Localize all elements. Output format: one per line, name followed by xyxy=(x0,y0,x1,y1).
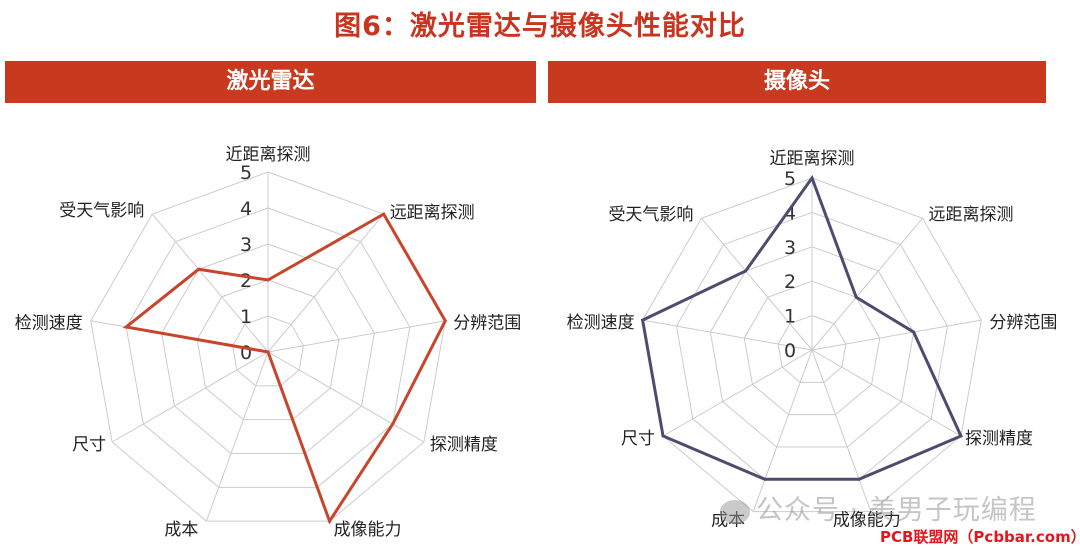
figure-title: 图6：激光雷达与摄像头性能对比 xyxy=(334,11,746,42)
lidar-data-point xyxy=(197,267,201,271)
camera-spoke-1 xyxy=(811,217,923,351)
lidar-axis-label: 成本 xyxy=(164,520,198,540)
camera-grid-ring-5 xyxy=(642,177,982,513)
camera-data-point xyxy=(661,434,665,438)
camera-data-point xyxy=(810,176,814,180)
camera-tick-label: 0 xyxy=(784,340,796,362)
camera-tick-label: 5 xyxy=(784,168,796,190)
camera-data-point xyxy=(857,477,861,481)
watermark-text: 公众号 · 美男子玩编程 xyxy=(756,495,1037,526)
watermark: 公众号 · 美男子玩编程 xyxy=(720,488,1037,527)
lidar-tick-label: 5 xyxy=(240,162,252,184)
lidar-banner: 激光雷达 xyxy=(5,61,536,103)
camera-spoke-3 xyxy=(811,349,962,437)
site-watermark: PCB联盟网（Pcbbar.com） xyxy=(880,528,1080,546)
lidar-axis-label: 检测速度 xyxy=(15,314,83,334)
camera-data-point xyxy=(959,434,963,438)
camera-spoke-8 xyxy=(701,217,813,351)
lidar-axis-label: 尺寸 xyxy=(72,435,106,455)
lidar-axis-label: 探测精度 xyxy=(430,435,498,455)
camera-axis-label: 受天气影响 xyxy=(608,205,693,225)
camera-series-line xyxy=(640,174,963,481)
lidar-grid-ring-3 xyxy=(161,243,375,454)
camera-axis-label: 检测速度 xyxy=(567,313,635,333)
camera-tick-label: 3 xyxy=(784,237,796,259)
camera-spoke-4 xyxy=(811,349,872,512)
camera-spoke-5 xyxy=(752,349,813,512)
camera-axis-label: 远距离探测 xyxy=(929,205,1014,225)
camera-tick-label: 2 xyxy=(784,271,796,293)
lidar-axis-label: 受天气影响 xyxy=(59,201,144,221)
camera-axis-label: 探测精度 xyxy=(965,429,1033,449)
lidar-axis-label: 近距离探测 xyxy=(226,145,311,165)
lidar-axis-label: 成像能力 xyxy=(334,520,402,540)
lidar-data-point xyxy=(124,325,128,329)
camera-grid-ring-1 xyxy=(777,315,847,383)
camera-spoke-2 xyxy=(811,319,982,351)
camera-grid-ring-2 xyxy=(743,280,881,416)
camera-axis-label: 尺寸 xyxy=(621,429,655,449)
lidar-tick-label: 3 xyxy=(240,234,252,256)
camera-axis-label: 分辨范围 xyxy=(989,313,1057,333)
lidar-data-point xyxy=(391,422,395,426)
lidar-spoke-5 xyxy=(205,351,269,522)
lidar-data-point xyxy=(266,350,270,354)
camera-data-point xyxy=(641,318,645,322)
lidar-spoke-3 xyxy=(267,351,425,443)
lidar-spoke-1 xyxy=(267,213,385,353)
lidar-data-point xyxy=(443,319,447,323)
camera-data-point xyxy=(763,477,767,481)
lidar-grid-ring-2 xyxy=(196,279,340,421)
camera-axis-label: 成像能力 xyxy=(833,511,901,531)
lidar-axis-label: 远距离探测 xyxy=(390,203,475,223)
lidar-spoke-2 xyxy=(267,320,446,353)
lidar-grid-ring-4 xyxy=(125,207,411,488)
camera-tick-label: 1 xyxy=(784,306,796,328)
camera-banner: 摄像头 xyxy=(548,61,1046,103)
lidar-grid-ring-1 xyxy=(232,315,304,387)
lidar-spoke-8 xyxy=(151,213,269,353)
lidar-axis-label: 分辨范围 xyxy=(453,314,521,334)
camera-data-point xyxy=(854,295,858,299)
camera-data-point xyxy=(912,330,916,334)
camera-tick-label: 4 xyxy=(784,202,796,224)
camera-grid-ring-3 xyxy=(709,246,915,448)
lidar-data-point xyxy=(382,212,386,216)
camera-data-point xyxy=(744,269,748,273)
camera-spoke-6 xyxy=(662,349,813,437)
lidar-tick-label: 1 xyxy=(240,306,252,328)
wechat-icon xyxy=(720,499,750,524)
lidar-tick-label: 4 xyxy=(240,198,252,220)
camera-spoke-7 xyxy=(642,319,813,351)
lidar-data-point xyxy=(266,278,270,282)
lidar-spoke-6 xyxy=(111,351,269,443)
camera-axis-label: 近距离探测 xyxy=(770,149,855,169)
lidar-data-point xyxy=(328,519,332,523)
